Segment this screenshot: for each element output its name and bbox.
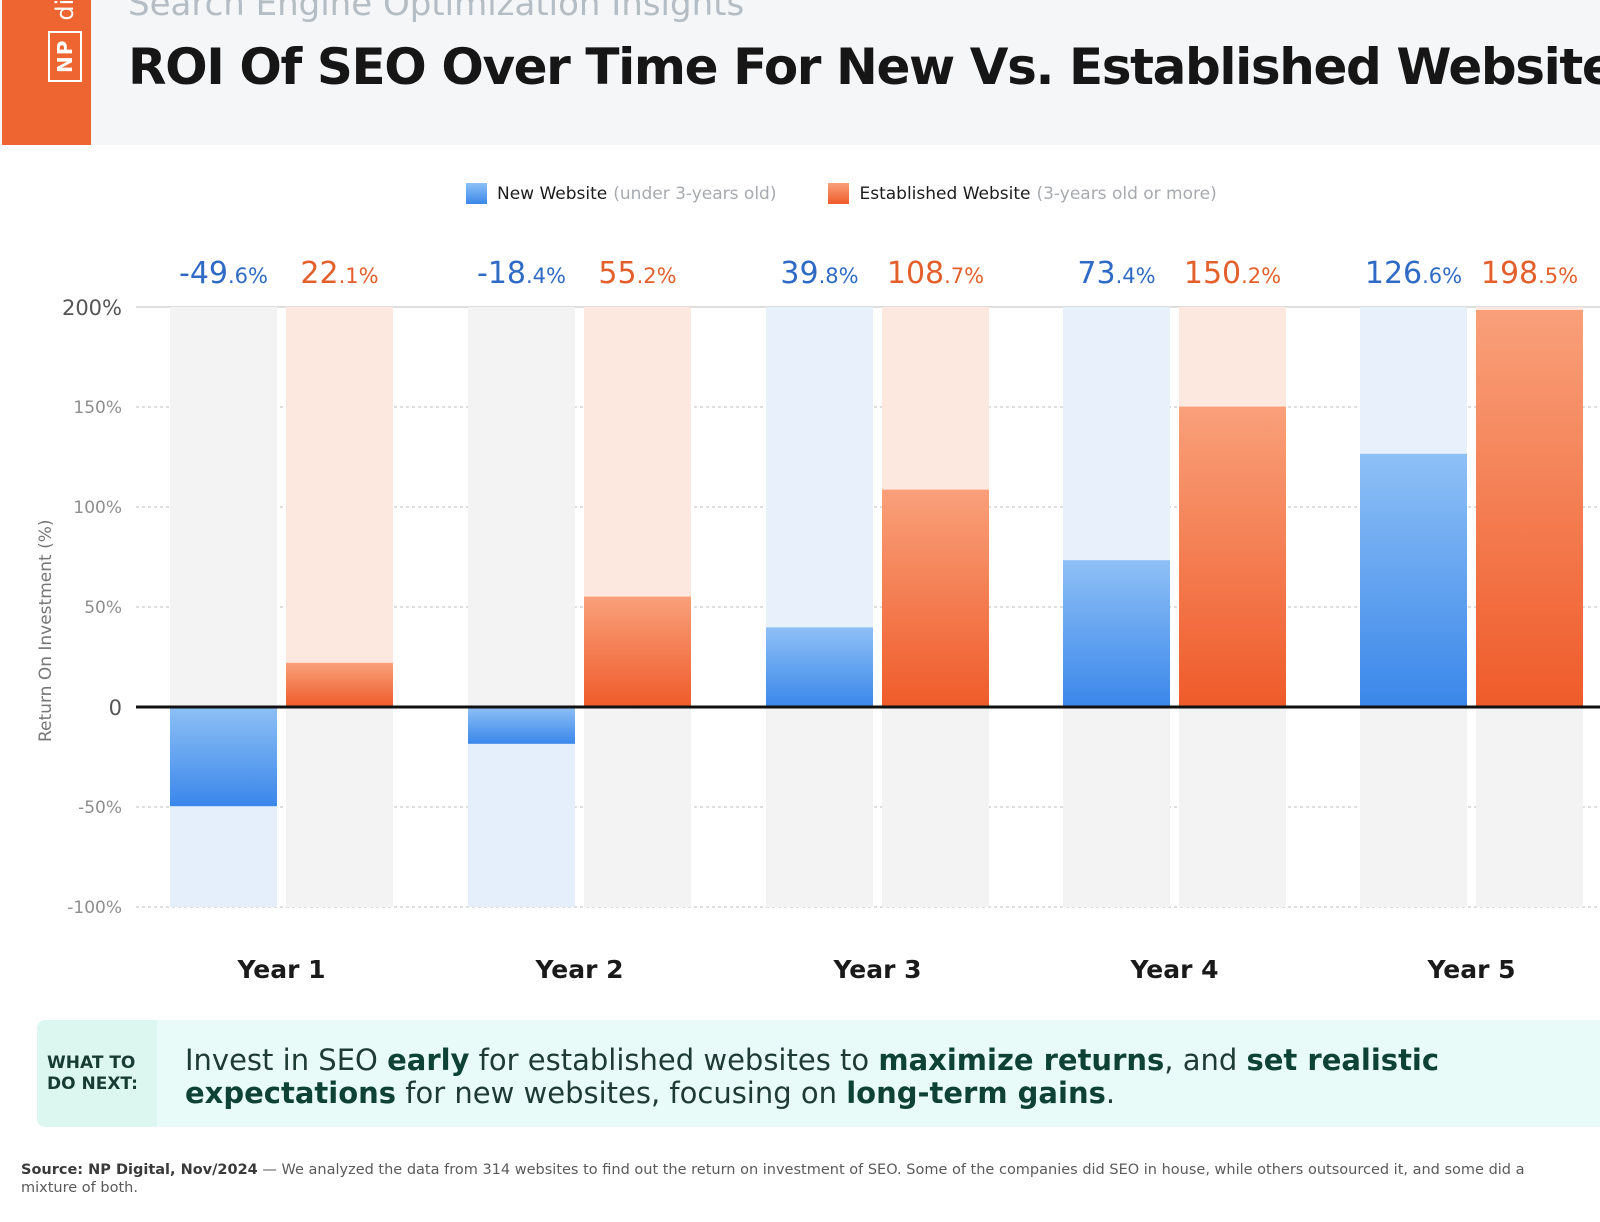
bar-track-new	[1063, 707, 1170, 907]
value-label-new: -49.6%	[179, 256, 268, 291]
callout-t5: .	[1105, 1076, 1116, 1110]
x-category-label: Year 1	[236, 955, 325, 984]
bar-new	[170, 707, 277, 807]
y-tick-label: 0	[109, 696, 122, 720]
legend-sub-new: (under 3-years old)	[613, 183, 777, 204]
callout-tag-label: WHAT TO DO NEXT:	[47, 1052, 138, 1094]
bar-track-established	[286, 307, 393, 707]
brand-logo: NP digi	[2, 0, 91, 145]
y-tick-label: -50%	[78, 798, 122, 818]
callout-t3: , and	[1164, 1043, 1247, 1077]
bar-track-established	[584, 707, 691, 907]
bar-track-new	[170, 307, 277, 707]
value-label-established: 108.7%	[887, 256, 984, 291]
callout-b1: early	[387, 1043, 470, 1077]
what-to-do-next-callout: WHAT TO DO NEXT: Invest in SEO early for…	[37, 1020, 1600, 1127]
roi-bar-chart: 200% 150% 100% 50% 0 -50% -100% -49.6% 22.1% Year…	[62, 256, 1600, 984]
callout-t2: for established websites to	[469, 1043, 879, 1077]
bar-track-established	[1179, 707, 1286, 907]
bar-track-new	[1360, 707, 1467, 907]
chart-legend: New Website (under 3-years old) Establis…	[466, 183, 1269, 204]
x-category-label: Year 4	[1129, 955, 1218, 984]
source-org: NP Digital, Nov/2024	[83, 1162, 258, 1178]
legend-label-established: Established Website	[859, 183, 1031, 204]
callout-b4: long-term gains	[846, 1076, 1106, 1110]
y-tick-label: 50%	[84, 598, 122, 618]
bar-track-established	[286, 707, 393, 907]
callout-t1: Invest in SEO	[185, 1043, 388, 1077]
value-label-new: 39.8%	[780, 256, 858, 291]
legend-item-new: New Website (under 3-years old)	[466, 183, 776, 204]
bar-track-established	[1476, 707, 1583, 907]
legend-label-new: New Website	[497, 183, 608, 204]
y-tick-label: 100%	[73, 498, 122, 518]
callout-b2: maximize returns	[878, 1043, 1165, 1077]
bar-established	[584, 596, 691, 707]
callout-b3: set realistic expectations	[185, 1043, 1440, 1110]
legend-item-established: Established Website (3-years old or more…	[828, 183, 1217, 204]
value-label-new: 126.6%	[1365, 256, 1462, 291]
value-label-established: 22.1%	[300, 256, 378, 291]
y-axis-title: Return On Investment (%)	[36, 519, 56, 743]
bar-established	[1476, 310, 1583, 707]
value-label-new: -18.4%	[477, 256, 566, 291]
value-label-established: 198.5%	[1481, 256, 1578, 291]
source-note: Source: NP Digital, Nov/2024 — We analyz…	[21, 1161, 1581, 1197]
bar-established	[882, 489, 989, 707]
bar-established	[1179, 406, 1286, 707]
bar-track-new	[766, 707, 873, 907]
value-label-established: 150.2%	[1184, 256, 1281, 291]
legend-swatch-new	[466, 183, 487, 204]
bar-track-new	[468, 307, 575, 707]
bar-new	[1063, 560, 1170, 707]
bar-new	[468, 707, 575, 744]
value-label-established: 55.2%	[598, 256, 676, 291]
value-label-new: 73.4%	[1077, 256, 1155, 291]
bar-established	[286, 662, 393, 707]
page-title: ROI Of SEO Over Time For New Vs. Establi…	[128, 38, 1600, 96]
y-tick-label: -100%	[67, 898, 122, 918]
legend-swatch-established	[828, 183, 850, 204]
callout-tag: WHAT TO DO NEXT:	[37, 1020, 157, 1127]
callout-t4: for new websites, focusing on	[396, 1076, 847, 1110]
source-label: Source:	[21, 1162, 84, 1178]
page-subtitle: Search Engine Optimization Insights	[128, 0, 745, 24]
legend-sub-established: (3-years old or more)	[1036, 183, 1217, 204]
x-category-label: Year 3	[832, 955, 921, 984]
header-bar: NP digi Search Engine Optimization Insig…	[0, 0, 1600, 145]
callout-text: Invest in SEO early for established webs…	[185, 1044, 1585, 1110]
y-tick-label: 200%	[62, 296, 122, 320]
x-category-label: Year 5	[1426, 955, 1515, 984]
bar-new	[766, 627, 873, 707]
source-text: — We analyzed the data from 314 websites…	[21, 1162, 1525, 1196]
bar-new	[1360, 453, 1467, 707]
x-category-label: Year 2	[534, 955, 623, 984]
bar-track-established	[882, 707, 989, 907]
y-tick-label: 150%	[73, 398, 122, 418]
